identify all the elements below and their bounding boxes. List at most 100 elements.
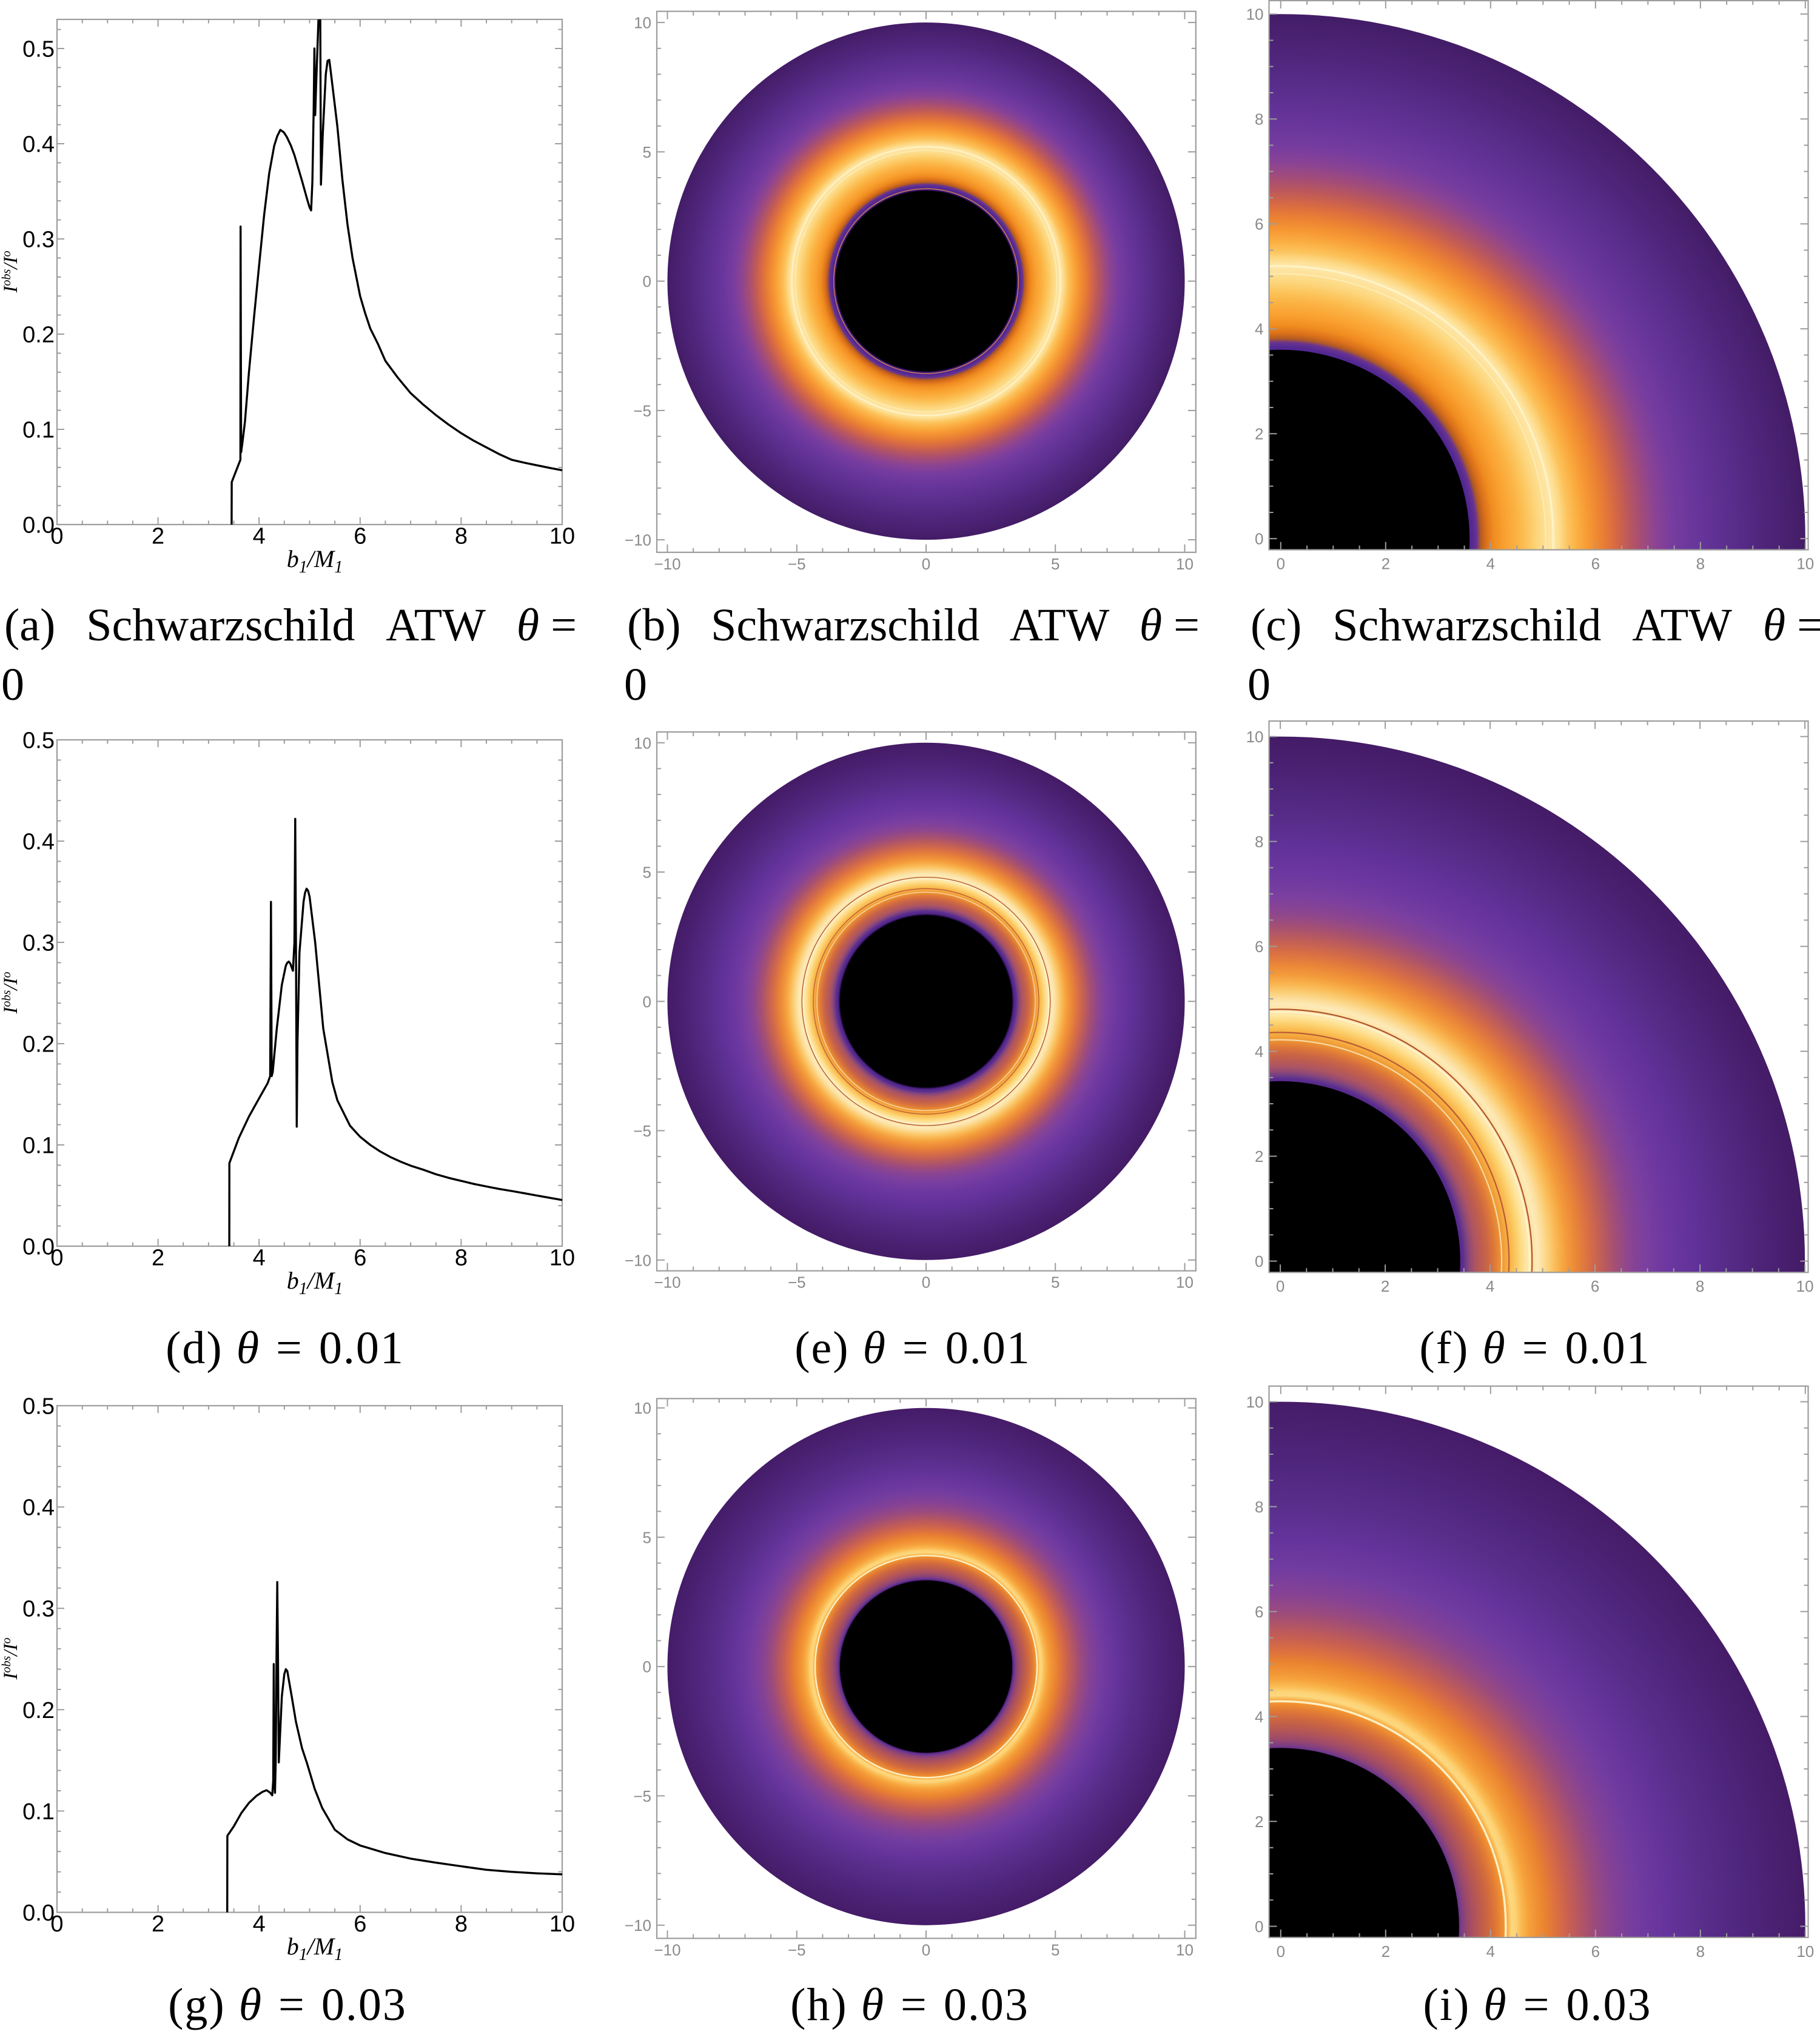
svg-text:0.3: 0.3 xyxy=(22,1597,55,1622)
svg-text:−10: −10 xyxy=(654,1941,680,1959)
svg-text:−10: −10 xyxy=(654,1273,680,1292)
svg-text:10: 10 xyxy=(1796,1942,1814,1961)
svg-text:0: 0 xyxy=(50,524,63,549)
svg-text:0.2: 0.2 xyxy=(22,1698,55,1723)
svg-text:0.5: 0.5 xyxy=(22,1394,55,1420)
svg-text:0: 0 xyxy=(922,1941,930,1959)
svg-text:4: 4 xyxy=(1255,1708,1263,1726)
svg-text:0: 0 xyxy=(922,555,930,573)
svg-text:2: 2 xyxy=(1381,1277,1389,1295)
svg-text:0.4: 0.4 xyxy=(22,1495,55,1521)
svg-text:10: 10 xyxy=(549,1246,575,1271)
svg-text:0.1: 0.1 xyxy=(22,418,55,443)
svg-text:10: 10 xyxy=(1246,728,1264,746)
svg-text:4: 4 xyxy=(1486,555,1495,573)
svg-text:Iobs/Io: Iobs/Io xyxy=(0,972,22,1015)
svg-text:0.0: 0.0 xyxy=(22,513,55,539)
svg-text:2: 2 xyxy=(1255,1147,1263,1166)
svg-text:10: 10 xyxy=(1246,5,1264,24)
svg-text:10: 10 xyxy=(1176,1273,1194,1292)
svg-text:2: 2 xyxy=(1255,1813,1263,1831)
svg-text:5: 5 xyxy=(643,143,651,161)
svg-text:8: 8 xyxy=(455,524,468,549)
svg-text:6: 6 xyxy=(354,1911,366,1937)
svg-text:5: 5 xyxy=(643,864,651,882)
svg-text:−10: −10 xyxy=(625,1916,651,1934)
svg-text:4: 4 xyxy=(253,1246,266,1271)
svg-text:−5: −5 xyxy=(788,1273,806,1292)
svg-text:10: 10 xyxy=(1796,555,1814,573)
svg-text:6: 6 xyxy=(1255,1603,1263,1621)
svg-text:10: 10 xyxy=(1246,1393,1264,1411)
svg-text:0.0: 0.0 xyxy=(22,1901,55,1926)
svg-text:2: 2 xyxy=(152,1911,164,1937)
svg-text:6: 6 xyxy=(1255,938,1263,956)
svg-text:8: 8 xyxy=(1255,1498,1263,1516)
svg-text:6: 6 xyxy=(1255,215,1263,233)
svg-text:6: 6 xyxy=(1591,555,1600,573)
svg-text:10: 10 xyxy=(1796,1277,1814,1295)
svg-text:0.4: 0.4 xyxy=(22,830,55,855)
svg-text:10: 10 xyxy=(634,734,651,752)
svg-text:10: 10 xyxy=(1176,555,1194,573)
svg-text:0.1: 0.1 xyxy=(22,1799,55,1825)
svg-text:10: 10 xyxy=(1176,1941,1194,1959)
svg-text:2: 2 xyxy=(1255,425,1263,443)
svg-text:−5: −5 xyxy=(633,1787,651,1805)
svg-text:−5: −5 xyxy=(633,1122,651,1140)
svg-text:0.2: 0.2 xyxy=(22,1032,55,1058)
svg-text:4: 4 xyxy=(1255,1042,1263,1061)
svg-text:2: 2 xyxy=(152,524,164,549)
svg-text:0: 0 xyxy=(1255,1252,1263,1270)
svg-text:0: 0 xyxy=(50,1246,63,1271)
svg-text:5: 5 xyxy=(1051,1273,1059,1292)
svg-text:0: 0 xyxy=(1277,1942,1285,1961)
svg-text:10: 10 xyxy=(634,1399,651,1417)
svg-text:−5: −5 xyxy=(633,401,651,420)
svg-text:8: 8 xyxy=(1255,110,1263,129)
svg-text:2: 2 xyxy=(152,1246,164,1271)
svg-text:8: 8 xyxy=(1696,1277,1704,1295)
svg-text:0.5: 0.5 xyxy=(22,728,55,754)
svg-text:Iobs/Io: Iobs/Io xyxy=(0,251,22,294)
svg-text:8: 8 xyxy=(1255,833,1263,851)
svg-text:6: 6 xyxy=(1591,1942,1600,1961)
svg-text:6: 6 xyxy=(1591,1277,1599,1295)
svg-text:8: 8 xyxy=(1696,1942,1705,1961)
svg-text:−10: −10 xyxy=(654,555,680,573)
svg-text:0.0: 0.0 xyxy=(22,1235,55,1260)
svg-text:10: 10 xyxy=(549,1911,575,1937)
svg-text:0: 0 xyxy=(1277,555,1285,573)
svg-text:0.5: 0.5 xyxy=(22,37,55,62)
svg-text:−10: −10 xyxy=(625,531,651,549)
svg-text:0: 0 xyxy=(50,1911,63,1937)
svg-text:0.3: 0.3 xyxy=(22,227,55,253)
svg-text:4: 4 xyxy=(253,1911,266,1937)
svg-text:2: 2 xyxy=(1382,555,1390,573)
svg-text:4: 4 xyxy=(1486,1277,1494,1295)
svg-text:8: 8 xyxy=(1696,555,1705,573)
svg-text:0.2: 0.2 xyxy=(22,323,55,348)
svg-text:6: 6 xyxy=(354,1246,366,1271)
svg-text:0: 0 xyxy=(1276,1277,1284,1295)
svg-text:−5: −5 xyxy=(788,555,806,573)
svg-text:0: 0 xyxy=(643,993,651,1011)
svg-text:8: 8 xyxy=(455,1246,468,1271)
svg-text:6: 6 xyxy=(354,524,366,549)
svg-text:−5: −5 xyxy=(788,1941,806,1959)
svg-text:0: 0 xyxy=(643,272,651,290)
svg-text:5: 5 xyxy=(1051,555,1059,573)
svg-text:0: 0 xyxy=(922,1273,930,1292)
svg-text:2: 2 xyxy=(1382,1942,1390,1961)
svg-text:5: 5 xyxy=(643,1528,651,1546)
svg-text:4: 4 xyxy=(253,524,266,549)
svg-text:10: 10 xyxy=(549,524,575,549)
svg-text:8: 8 xyxy=(455,1911,468,1937)
svg-text:0.3: 0.3 xyxy=(22,931,55,956)
svg-text:4: 4 xyxy=(1255,320,1263,338)
svg-text:0: 0 xyxy=(643,1658,651,1676)
svg-text:5: 5 xyxy=(1051,1941,1059,1959)
svg-text:4: 4 xyxy=(1486,1942,1495,1961)
svg-text:0: 0 xyxy=(1255,530,1263,548)
svg-text:10: 10 xyxy=(634,14,651,32)
